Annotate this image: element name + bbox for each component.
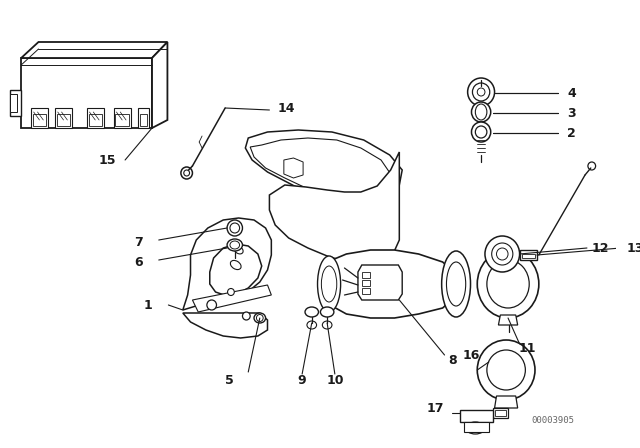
Polygon shape [138, 108, 149, 128]
Circle shape [207, 300, 216, 310]
Polygon shape [362, 280, 371, 286]
Ellipse shape [230, 241, 239, 249]
Ellipse shape [442, 251, 470, 317]
Polygon shape [21, 42, 168, 58]
Text: 10: 10 [326, 374, 344, 387]
Ellipse shape [230, 260, 241, 270]
Ellipse shape [485, 236, 520, 272]
Ellipse shape [321, 307, 334, 317]
Polygon shape [321, 250, 457, 318]
Text: 12: 12 [591, 241, 609, 254]
Circle shape [243, 312, 250, 320]
Text: 1: 1 [144, 298, 152, 311]
Polygon shape [464, 422, 489, 432]
Polygon shape [115, 114, 129, 126]
Ellipse shape [472, 122, 491, 142]
Polygon shape [522, 254, 535, 258]
Text: 11: 11 [518, 341, 536, 354]
Ellipse shape [307, 321, 317, 329]
Polygon shape [362, 272, 371, 278]
Text: 8: 8 [448, 353, 456, 366]
Ellipse shape [476, 126, 487, 138]
Polygon shape [493, 408, 508, 418]
Polygon shape [152, 42, 168, 128]
Text: 13: 13 [627, 241, 640, 254]
Polygon shape [362, 288, 371, 294]
Polygon shape [10, 90, 21, 116]
Ellipse shape [588, 162, 596, 170]
Ellipse shape [472, 102, 491, 122]
Ellipse shape [227, 239, 243, 251]
Polygon shape [193, 285, 271, 312]
Polygon shape [358, 265, 402, 300]
Ellipse shape [468, 78, 495, 106]
Polygon shape [460, 410, 493, 422]
Text: 5: 5 [225, 374, 234, 387]
Text: 9: 9 [298, 374, 307, 387]
Polygon shape [57, 114, 70, 126]
Circle shape [228, 289, 234, 296]
Text: 15: 15 [99, 154, 116, 167]
Text: 17: 17 [426, 401, 444, 414]
Ellipse shape [476, 104, 487, 120]
Ellipse shape [477, 340, 535, 400]
Circle shape [227, 220, 243, 236]
Circle shape [230, 223, 239, 233]
Polygon shape [33, 114, 46, 126]
Polygon shape [183, 313, 268, 338]
Text: 4: 4 [567, 86, 576, 99]
Polygon shape [88, 114, 102, 126]
Polygon shape [21, 58, 152, 128]
Polygon shape [113, 108, 131, 128]
Ellipse shape [447, 262, 466, 306]
Ellipse shape [466, 422, 485, 434]
Text: 7: 7 [134, 236, 143, 249]
Ellipse shape [181, 167, 193, 179]
Ellipse shape [472, 83, 490, 101]
Ellipse shape [477, 250, 539, 318]
Polygon shape [495, 396, 518, 408]
Ellipse shape [321, 266, 337, 302]
Polygon shape [250, 138, 390, 197]
Circle shape [257, 314, 263, 322]
Polygon shape [31, 108, 48, 128]
Ellipse shape [487, 350, 525, 390]
Polygon shape [284, 158, 303, 178]
Polygon shape [140, 114, 147, 126]
Polygon shape [520, 250, 537, 260]
Text: 00003905: 00003905 [532, 415, 575, 425]
Ellipse shape [487, 260, 529, 308]
Ellipse shape [497, 248, 508, 260]
Ellipse shape [317, 256, 340, 312]
Polygon shape [10, 94, 17, 112]
Polygon shape [86, 108, 104, 128]
Text: 2: 2 [567, 126, 576, 139]
Text: 6: 6 [134, 255, 143, 268]
Ellipse shape [234, 246, 243, 254]
Text: 16: 16 [463, 349, 480, 362]
Text: 14: 14 [278, 102, 296, 115]
Polygon shape [269, 152, 399, 264]
Polygon shape [499, 315, 518, 325]
Polygon shape [245, 130, 402, 205]
Text: 3: 3 [567, 107, 576, 120]
Ellipse shape [323, 321, 332, 329]
Ellipse shape [477, 88, 485, 96]
Polygon shape [183, 218, 271, 310]
Ellipse shape [184, 170, 189, 176]
Polygon shape [495, 410, 506, 416]
Ellipse shape [492, 243, 513, 265]
Ellipse shape [254, 313, 266, 323]
Ellipse shape [305, 307, 319, 317]
Polygon shape [55, 108, 72, 128]
